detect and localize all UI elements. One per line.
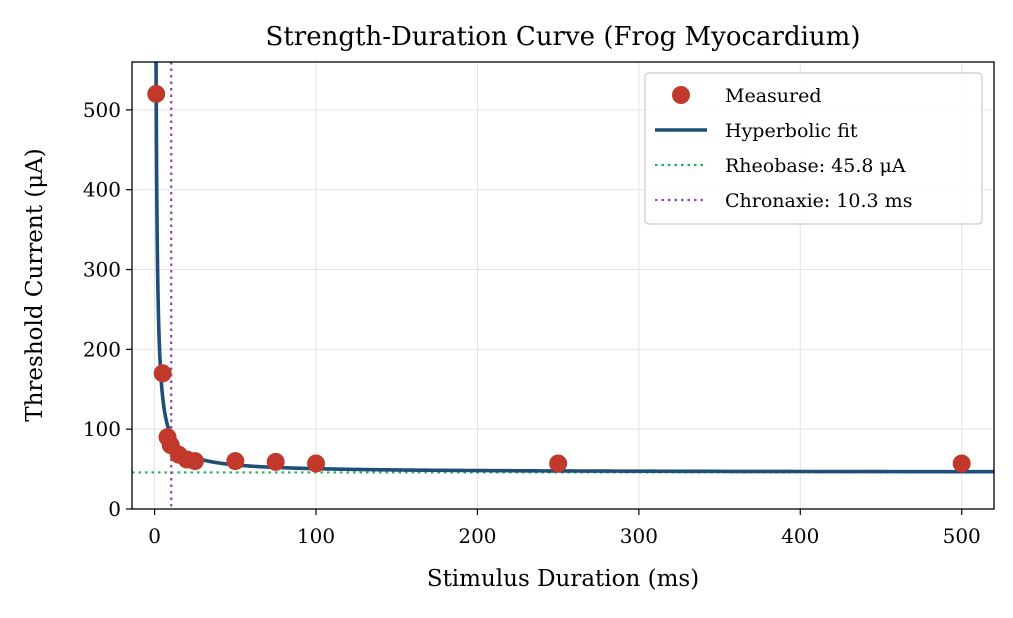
plot-frame [131,61,995,510]
legend-label: Chronaxie: 10.3 ms [725,190,912,212]
x-tick-label: 0 [148,524,161,548]
y-tick-label: 100 [83,417,121,441]
legend: Measured Hyperbolic fit Rheobase: 45.8 μA C… [644,72,983,225]
x-tick-label: 500 [943,524,981,548]
x-tick-label: 100 [297,524,335,548]
y-tick-label: 500 [83,98,121,122]
x-axis-label: Stimulus Duration (ms) [427,566,699,592]
chart-title: Strength-Duration Curve (Frog Myocardium… [266,22,861,52]
measured-point [153,364,172,383]
measured-point [952,454,971,473]
axis-ticks: 0 100 200 300 400 500 0 100 200 300 400 500 [83,98,981,548]
y-tick-label: 300 [83,258,121,282]
measured-point [549,454,568,473]
measured-point [185,452,204,471]
legend-box [644,72,983,225]
x-tick-label: 400 [781,524,819,548]
hyperbolic-fit-line [154,62,994,474]
measured-point [266,452,285,471]
x-tick-label: 300 [620,524,658,548]
y-axis-label: Threshold Current (μA) [22,148,48,422]
legend-label: Hyperbolic fit [725,120,858,142]
measured-point [226,452,245,471]
y-tick-label: 400 [83,178,121,202]
measured-point [147,84,166,103]
x-tick-label: 200 [458,524,496,548]
y-tick-label: 0 [108,497,121,521]
legend-marker-measured [672,86,690,104]
measured-point [307,454,326,473]
legend-label: Rheobase: 45.8 μA [725,155,906,177]
y-tick-label: 200 [83,337,121,361]
plot-area [132,62,994,509]
legend-label: Measured [725,85,822,107]
